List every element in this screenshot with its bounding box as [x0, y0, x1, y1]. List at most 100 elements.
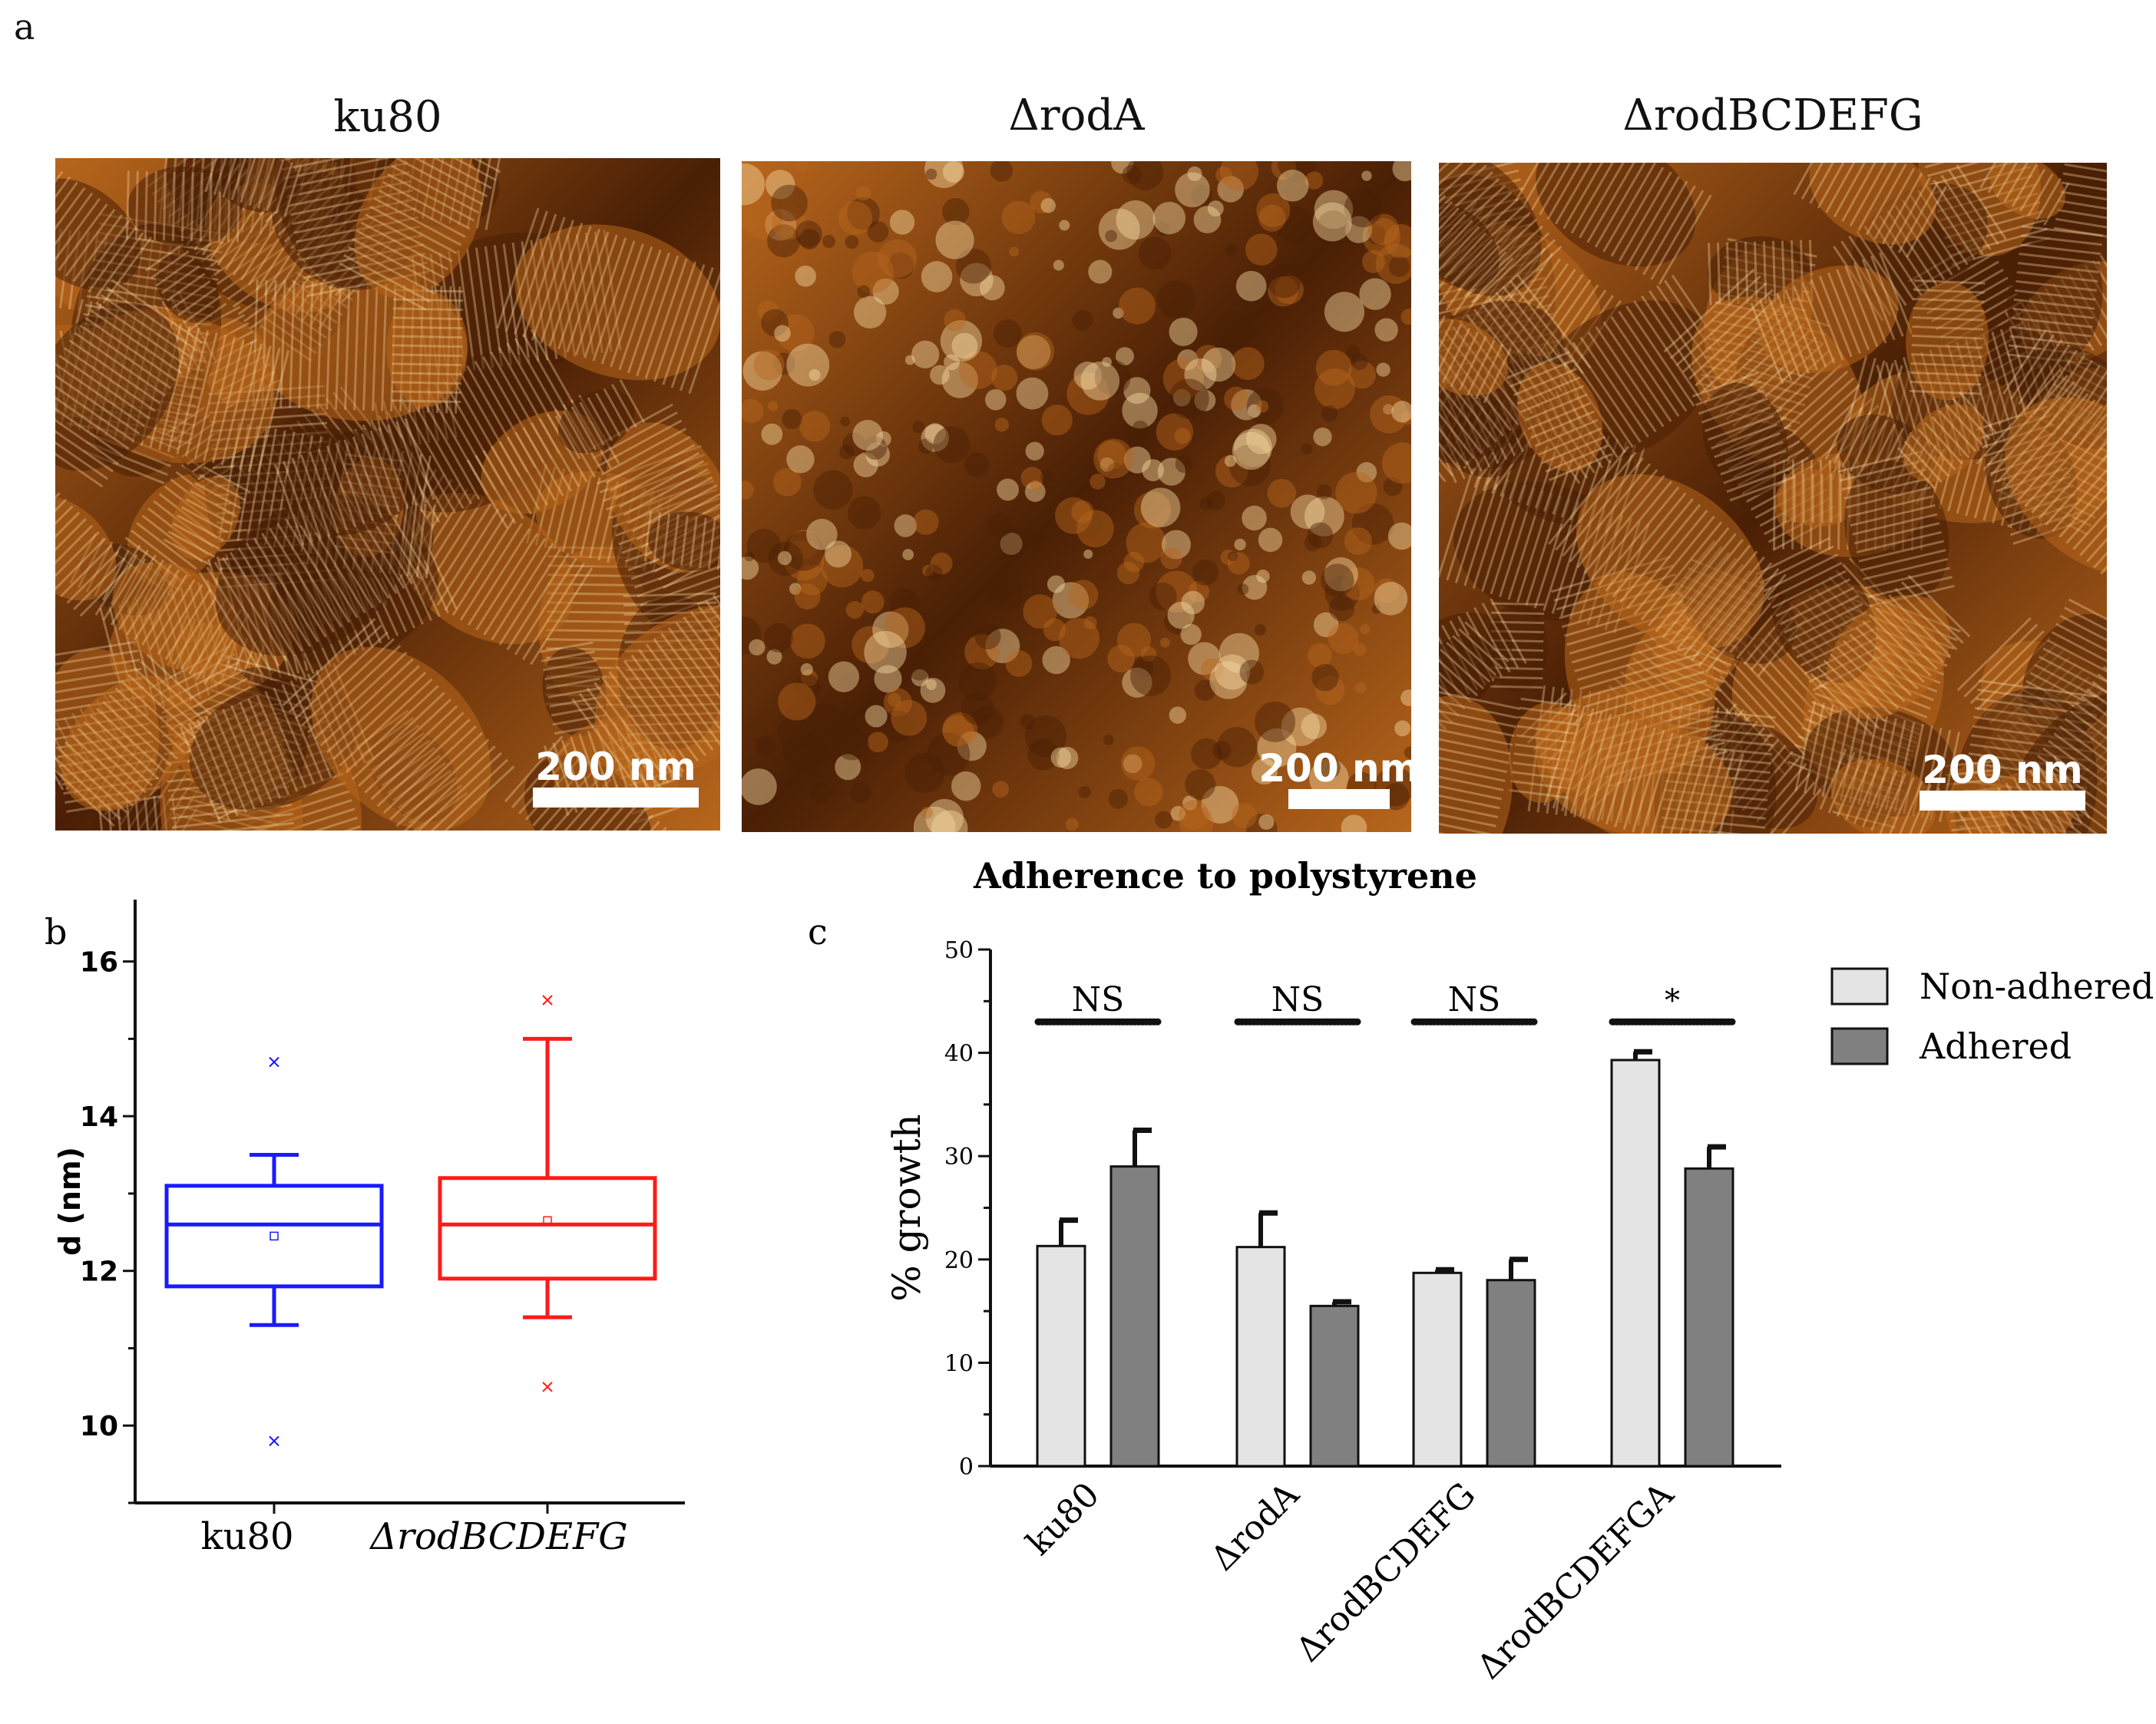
- afm-stripe: [2015, 279, 2097, 292]
- afm-grain: [1374, 582, 1408, 616]
- afm-stripe: [1972, 801, 2010, 834]
- afm-grain: [1352, 503, 1394, 545]
- afm-grain: [1078, 785, 1091, 798]
- afm-grain: [1275, 275, 1304, 305]
- afm-grain: [1187, 166, 1202, 182]
- afm-stripe: [425, 388, 488, 496]
- afm-grain: [742, 481, 754, 500]
- afm-stripe: [2038, 656, 2107, 695]
- afm-grain: [1341, 814, 1367, 832]
- afm-grain: [1130, 655, 1172, 696]
- afm-image-rodBCDEFG: 200 nm: [1439, 163, 2107, 834]
- afm-stripe: [392, 316, 463, 321]
- afm-grain: [742, 351, 782, 391]
- afm-grain: [1341, 567, 1375, 601]
- afm-stripe: [1569, 463, 1652, 563]
- afm-stripe: [389, 732, 484, 821]
- afm-grain: [1242, 505, 1267, 531]
- afm-stripe: [351, 692, 445, 781]
- afm-stripe: [2038, 423, 2107, 520]
- afm-stripe: [1510, 780, 1571, 790]
- afm-stripe: [1753, 241, 1758, 304]
- significance-label: NS: [1072, 980, 1125, 1019]
- afm-stripe: [213, 561, 280, 667]
- afm-stripe: [2086, 688, 2107, 763]
- afm-grain: [1162, 358, 1204, 400]
- afm-patch: [112, 562, 240, 672]
- afm-stripe: [630, 654, 706, 757]
- afm-stripe: [1878, 252, 1913, 334]
- afm-patch: [283, 430, 422, 536]
- afm-stripe: [1816, 665, 1880, 729]
- afm-stripe: [55, 761, 115, 827]
- afm-stripe-patch: [55, 165, 153, 304]
- afm-stripe: [2019, 253, 2101, 265]
- afm-grain: [1314, 190, 1354, 230]
- afm-stripe-patch: [1979, 163, 2070, 226]
- afm-stripe: [1472, 479, 1510, 590]
- afm-stripe: [313, 651, 408, 740]
- afm-grain: [863, 436, 888, 460]
- afm-patch: [1844, 461, 1949, 604]
- afm-stripe: [1906, 186, 1947, 258]
- afm-stripe: [102, 236, 153, 304]
- afm-stripe: [395, 738, 490, 827]
- afm-grain: [1227, 551, 1238, 562]
- afm-grain: [778, 682, 816, 721]
- afm-stripe: [2027, 173, 2054, 216]
- afm-stripe: [111, 279, 203, 344]
- afm-stripe: [1845, 486, 1932, 509]
- afm-grain: [1258, 814, 1275, 830]
- afm-stripe: [1439, 782, 1500, 810]
- afm-stripe: [428, 503, 492, 601]
- afm-stripe: [360, 221, 449, 271]
- afm-stripe: [392, 344, 462, 348]
- afm-grain: [1231, 389, 1262, 421]
- afm-grain: [861, 569, 875, 583]
- afm-stripe: [1698, 388, 1765, 415]
- afm-stripe: [1552, 705, 1586, 809]
- box-outlier: [542, 1382, 553, 1392]
- afm-grain: [1161, 530, 1191, 560]
- afm-stripe: [2043, 182, 2070, 226]
- afm-stripe: [2025, 344, 2071, 410]
- afm-stripe: [2002, 329, 2048, 395]
- afm-stripe: [1439, 371, 1468, 465]
- afm-stripe: [1913, 289, 1985, 294]
- afm-stripe: [1516, 725, 1578, 735]
- afm-stripe: [1586, 163, 1641, 243]
- afm-stripe: [55, 181, 78, 249]
- afm-grain: [782, 746, 792, 757]
- bar-x-tick-label: ku80: [1019, 1475, 1107, 1564]
- afm-grain: [1312, 202, 1352, 242]
- afm-stripe: [530, 422, 572, 492]
- afm-stripe: [55, 422, 104, 488]
- afm-stripe: [335, 282, 342, 410]
- afm-stripe: [1439, 801, 1496, 827]
- afm-stripe: [2010, 325, 2092, 338]
- afm-stripe: [1594, 163, 1648, 248]
- afm-grain: [921, 807, 934, 819]
- afm-stripe: [1977, 689, 2099, 708]
- afm-stripe: [204, 715, 247, 814]
- afm-stripe: [2009, 335, 2091, 347]
- afm-stripe: [55, 187, 86, 256]
- afm-stripe: [1502, 286, 1577, 380]
- afm-patch: [354, 158, 482, 299]
- afm-patch: [557, 389, 635, 454]
- afm-grain: [1191, 738, 1222, 770]
- afm-stripe: [289, 281, 296, 408]
- afm-stripe: [1853, 762, 1881, 824]
- afm-stripe: [707, 518, 716, 570]
- afm-grain: [889, 210, 915, 235]
- afm-stripe-patch: [1547, 445, 1787, 673]
- afm-grain: [1179, 806, 1214, 832]
- afm-stripe: [94, 230, 146, 299]
- afm-stripe-patch: [496, 207, 720, 395]
- afm-stripe: [1610, 315, 1680, 418]
- afm-grain: [1344, 190, 1382, 228]
- afm-grain: [1313, 612, 1339, 638]
- afm-stripe: [614, 451, 700, 500]
- afm-grain: [1017, 335, 1051, 369]
- afm-stripe: [557, 228, 601, 350]
